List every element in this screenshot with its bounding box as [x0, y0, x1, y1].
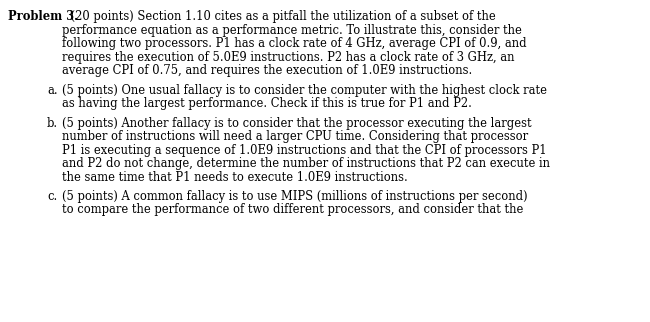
Text: average CPI of 0.75, and requires the execution of 1.0E9 instructions.: average CPI of 0.75, and requires the ex…	[62, 64, 473, 77]
Text: and P2 do not change, determine the number of instructions that P2 can execute i: and P2 do not change, determine the numb…	[62, 157, 550, 170]
Text: (5 points) A common fallacy is to use MIPS (millions of instructions per second): (5 points) A common fallacy is to use MI…	[62, 190, 528, 203]
Text: (5 points) Another fallacy is to consider that the processor executing the large: (5 points) Another fallacy is to conside…	[62, 117, 532, 129]
Text: requires the execution of 5.0E9 instructions. P2 has a clock rate of 3 GHz, an: requires the execution of 5.0E9 instruct…	[62, 51, 515, 63]
Text: (20 points) Section 1.10 cites as a pitfall the utilization of a subset of the: (20 points) Section 1.10 cites as a pitf…	[67, 10, 496, 23]
Text: c.: c.	[47, 190, 57, 203]
Text: b.: b.	[47, 117, 58, 129]
Text: the same time that P1 needs to execute 1.0E9 instructions.: the same time that P1 needs to execute 1…	[62, 171, 408, 184]
Text: to compare the performance of two different processors, and consider that the: to compare the performance of two differ…	[62, 204, 523, 216]
Text: Problem 3.: Problem 3.	[8, 10, 78, 23]
Text: performance equation as a performance metric. To illustrate this, consider the: performance equation as a performance me…	[62, 24, 522, 36]
Text: following two processors. P1 has a clock rate of 4 GHz, average CPI of 0.9, and: following two processors. P1 has a clock…	[62, 37, 526, 50]
Text: (5 points) One usual fallacy is to consider the computer with the highest clock : (5 points) One usual fallacy is to consi…	[62, 83, 547, 97]
Text: P1 is executing a sequence of 1.0E9 instructions and that the CPI of processors : P1 is executing a sequence of 1.0E9 inst…	[62, 144, 547, 156]
Text: a.: a.	[47, 83, 58, 97]
Text: number of instructions will need a larger CPU time. Considering that processor: number of instructions will need a large…	[62, 130, 528, 143]
Text: as having the largest performance. Check if this is true for P1 and P2.: as having the largest performance. Check…	[62, 97, 472, 110]
